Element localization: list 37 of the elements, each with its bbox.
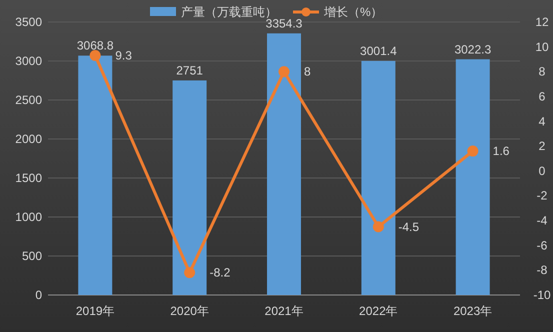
x-tick-label: 2019年	[76, 304, 115, 318]
y2-tick-label: -4	[536, 214, 548, 228]
data-label: 2751	[176, 63, 204, 78]
data-label: 3068.8	[76, 38, 114, 53]
data-label: 3354.3	[266, 16, 303, 30]
y2-tick-label: -2	[536, 188, 548, 203]
x-tick-label: 2021年	[264, 304, 304, 318]
data-label: 3022.3	[454, 42, 492, 56]
x-tick-label: 2020年	[170, 304, 209, 318]
data-label: 3001.4	[360, 44, 398, 58]
y-tick-label: 1500	[15, 171, 42, 185]
y2-tick-label: -6	[536, 238, 548, 252]
data-label: 8	[304, 64, 311, 79]
y2-tick-label: -10	[533, 288, 551, 302]
y2-tick-label: 8	[538, 64, 546, 79]
y2-tick-label: 10	[535, 40, 549, 54]
x-tick-label: 2022年	[359, 304, 398, 318]
y2-tick-label: -8	[536, 263, 548, 278]
data-label: -8.2	[210, 266, 231, 280]
y2-tick-label: 4	[538, 114, 546, 128]
y-tick-label: 3500	[15, 15, 42, 29]
x-tick-label: 2023年	[453, 304, 492, 318]
y2-tick-label: 2	[538, 139, 546, 154]
y-tick-label: 3000	[15, 54, 42, 68]
legend-label: 产量（万载重吨）	[181, 5, 277, 19]
y-tick-label: 2000	[15, 132, 42, 146]
y-tick-label: 0	[35, 288, 42, 302]
legend-label: 增长（%）	[323, 5, 383, 19]
y-tick-label: 1000	[15, 210, 42, 224]
data-label: -4.5	[398, 220, 420, 234]
data-label: 1.6	[492, 144, 510, 158]
y-tick-label: 500	[22, 249, 42, 263]
data-label: 9.3	[115, 48, 132, 63]
y2-tick-label: 12	[535, 15, 549, 29]
y-tick-label: 2500	[15, 93, 42, 107]
y2-tick-label: 0	[538, 164, 546, 178]
y2-tick-label: 6	[538, 89, 546, 104]
